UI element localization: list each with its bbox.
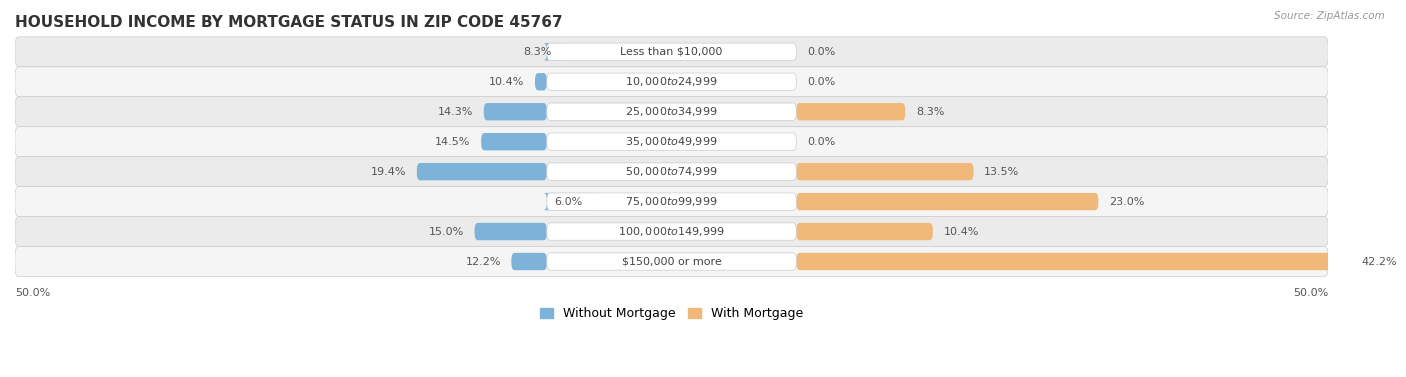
Text: 0.0%: 0.0% [807, 47, 835, 57]
FancyBboxPatch shape [544, 43, 565, 60]
Text: 23.0%: 23.0% [1109, 196, 1144, 207]
FancyBboxPatch shape [15, 37, 1329, 67]
FancyBboxPatch shape [796, 163, 973, 180]
Text: 0.0%: 0.0% [807, 77, 835, 87]
Text: 8.3%: 8.3% [915, 107, 945, 117]
Text: 50.0%: 50.0% [1294, 288, 1329, 299]
Text: 50.0%: 50.0% [15, 288, 51, 299]
Text: Less than $10,000: Less than $10,000 [620, 47, 723, 57]
Text: $10,000 to $24,999: $10,000 to $24,999 [626, 75, 718, 88]
Text: 0.0%: 0.0% [807, 137, 835, 147]
Text: 12.2%: 12.2% [465, 256, 501, 267]
FancyBboxPatch shape [484, 103, 547, 120]
FancyBboxPatch shape [512, 253, 547, 270]
FancyBboxPatch shape [547, 103, 796, 120]
Text: 13.5%: 13.5% [984, 167, 1019, 177]
FancyBboxPatch shape [15, 216, 1329, 247]
Text: $150,000 or more: $150,000 or more [621, 256, 721, 267]
Text: 14.5%: 14.5% [436, 137, 471, 147]
Text: 15.0%: 15.0% [429, 227, 464, 236]
Text: 42.2%: 42.2% [1361, 256, 1396, 267]
Text: 19.4%: 19.4% [371, 167, 406, 177]
Legend: Without Mortgage, With Mortgage: Without Mortgage, With Mortgage [536, 302, 808, 325]
FancyBboxPatch shape [15, 127, 1329, 157]
FancyBboxPatch shape [796, 193, 1098, 210]
Text: $25,000 to $34,999: $25,000 to $34,999 [626, 105, 718, 118]
Text: 14.3%: 14.3% [437, 107, 474, 117]
FancyBboxPatch shape [15, 157, 1329, 187]
FancyBboxPatch shape [15, 67, 1329, 97]
FancyBboxPatch shape [547, 43, 796, 60]
FancyBboxPatch shape [547, 223, 796, 240]
Text: $35,000 to $49,999: $35,000 to $49,999 [626, 135, 718, 148]
FancyBboxPatch shape [796, 253, 1350, 270]
FancyBboxPatch shape [536, 73, 547, 90]
Text: 6.0%: 6.0% [554, 196, 582, 207]
Text: 8.3%: 8.3% [523, 47, 553, 57]
FancyBboxPatch shape [475, 223, 547, 240]
FancyBboxPatch shape [547, 133, 796, 150]
Text: 10.4%: 10.4% [489, 77, 524, 87]
FancyBboxPatch shape [547, 253, 796, 270]
FancyBboxPatch shape [547, 163, 796, 180]
Text: 10.4%: 10.4% [943, 227, 979, 236]
FancyBboxPatch shape [796, 223, 932, 240]
Text: $100,000 to $149,999: $100,000 to $149,999 [619, 225, 725, 238]
FancyBboxPatch shape [15, 97, 1329, 127]
FancyBboxPatch shape [544, 193, 596, 210]
Text: $75,000 to $99,999: $75,000 to $99,999 [626, 195, 718, 208]
FancyBboxPatch shape [416, 163, 547, 180]
Text: Source: ZipAtlas.com: Source: ZipAtlas.com [1274, 11, 1385, 21]
FancyBboxPatch shape [796, 103, 905, 120]
Text: HOUSEHOLD INCOME BY MORTGAGE STATUS IN ZIP CODE 45767: HOUSEHOLD INCOME BY MORTGAGE STATUS IN Z… [15, 15, 562, 30]
FancyBboxPatch shape [547, 73, 796, 90]
FancyBboxPatch shape [15, 247, 1329, 276]
FancyBboxPatch shape [15, 187, 1329, 216]
Text: $50,000 to $74,999: $50,000 to $74,999 [626, 165, 718, 178]
FancyBboxPatch shape [481, 133, 547, 150]
FancyBboxPatch shape [547, 193, 796, 210]
